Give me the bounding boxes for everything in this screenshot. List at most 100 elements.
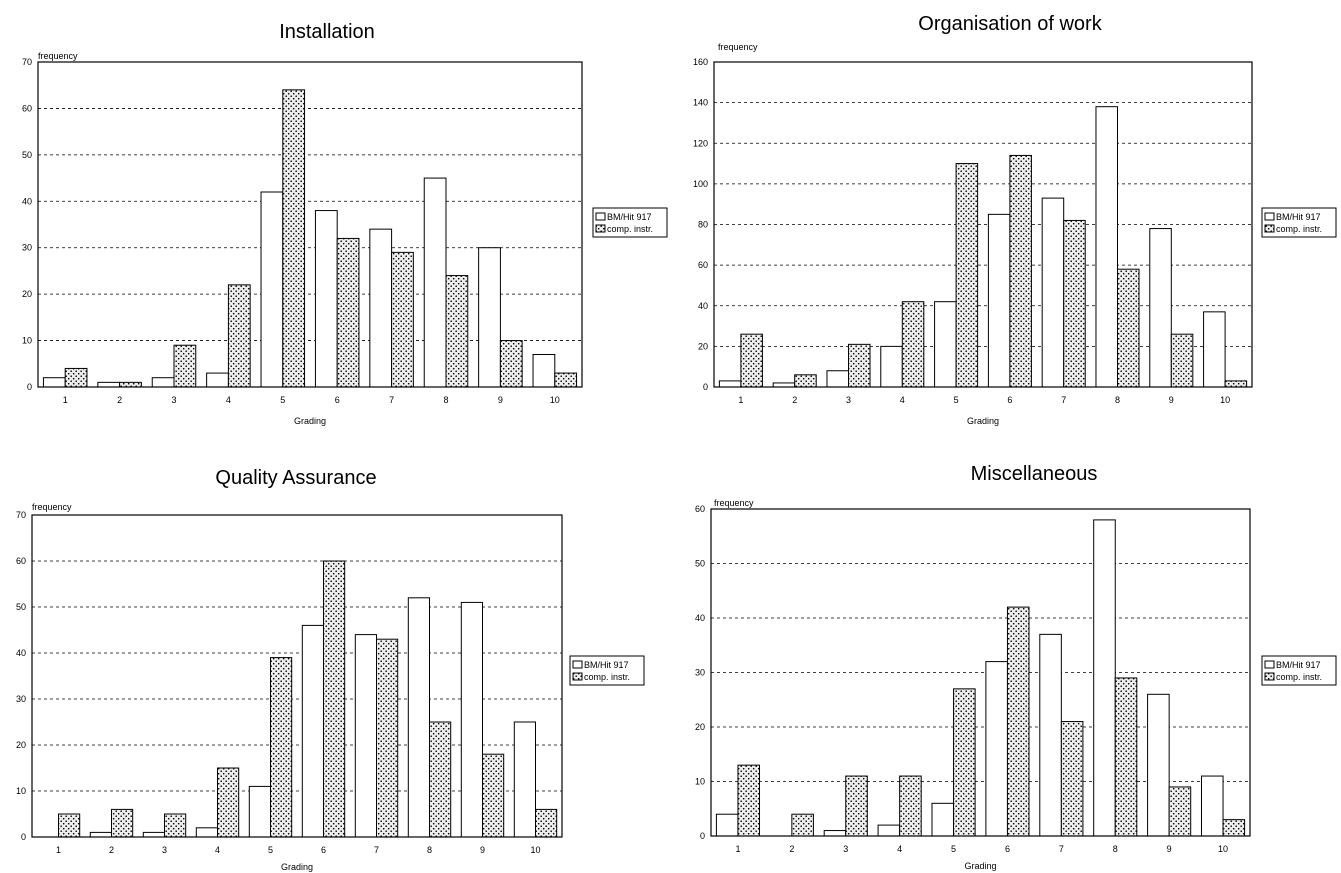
- bar-bm-hit-917: [97, 381, 121, 388]
- legend-label: BM/Hit 917: [607, 212, 652, 222]
- bar-comp-instr: [845, 775, 868, 837]
- bar-comp-instr: [482, 753, 505, 838]
- bar-bm-hit-917: [407, 597, 430, 838]
- legend-label: BM/Hit 917: [584, 660, 629, 670]
- bar-comp-instr: [1117, 268, 1140, 388]
- y-tick-label: 10: [16, 786, 26, 796]
- bar-comp-instr: [64, 367, 88, 388]
- bar-bm-hit-917: [880, 345, 903, 388]
- bar-comp-instr: [1224, 380, 1248, 388]
- bar-bm-hit-917: [718, 380, 742, 388]
- x-tick-label: 3: [162, 845, 167, 855]
- y-tick-label: 0: [27, 382, 32, 392]
- x-tick-label: 7: [374, 845, 379, 855]
- y-tick-label: 0: [700, 831, 705, 841]
- bar-bm-hit-917: [1041, 197, 1065, 388]
- bar-bm-hit-917: [89, 831, 113, 838]
- x-tick-label: 1: [735, 844, 740, 854]
- bar-bm-hit-917: [369, 228, 393, 388]
- x-tick-label: 9: [1169, 395, 1174, 405]
- y-tick-label: 120: [693, 138, 708, 148]
- bar-comp-instr: [58, 813, 81, 838]
- bar-bm-hit-917: [931, 802, 955, 837]
- bar-bm-hit-917: [513, 721, 536, 838]
- bar-bm-hit-917: [260, 191, 284, 388]
- y-tick-label: 40: [22, 196, 32, 206]
- bar-bm-hit-917: [532, 354, 556, 388]
- bar-comp-instr: [445, 275, 469, 388]
- y-tick-label: 30: [16, 694, 26, 704]
- y-tick-label: 20: [698, 341, 708, 351]
- y-tick-label: 10: [22, 336, 32, 346]
- bar-comp-instr: [499, 340, 523, 388]
- bar-bm-hit-917: [826, 370, 849, 388]
- x-tick-label: 5: [951, 844, 956, 854]
- bar-comp-instr: [217, 767, 240, 838]
- x-tick-label: 7: [389, 395, 394, 405]
- chart-title: Organisation of work: [918, 13, 1102, 35]
- legend-swatch: [1264, 672, 1275, 681]
- bar-comp-instr: [554, 372, 578, 388]
- y-tick-label: 10: [695, 777, 705, 787]
- x-tick-label: 10: [530, 845, 540, 855]
- x-tick-label: 1: [56, 845, 61, 855]
- y-tick-label: 40: [695, 613, 705, 623]
- bar-bm-hit-917: [1203, 311, 1226, 388]
- y-tick-label: 160: [693, 57, 708, 67]
- plot-frame: [710, 508, 1251, 837]
- y-tick-label: 0: [21, 832, 26, 842]
- bar-comp-instr: [1009, 154, 1032, 388]
- bar-bm-hit-917: [142, 831, 166, 838]
- x-tick-label: 10: [1220, 395, 1230, 405]
- x-tick-label: 1: [63, 395, 68, 405]
- x-tick-label: 5: [268, 845, 273, 855]
- chart-panel-1: Installation frequency 0 10 20 30 40 50 60 70 1 2 3 4…: [22, 21, 668, 426]
- x-tick-label: 8: [1113, 844, 1118, 854]
- legend-swatch: [1264, 224, 1275, 233]
- bar-bm-hit-917: [934, 301, 957, 388]
- y-tick-label: 20: [695, 722, 705, 732]
- x-tick-label: 6: [1005, 844, 1010, 854]
- chart-panel-2: Organisation of work frequency 0 20 40 60 80 10…: [693, 13, 1337, 426]
- x-tick-label: 2: [109, 845, 114, 855]
- x-tick-label: 4: [215, 845, 220, 855]
- x-tick-label: 8: [443, 395, 448, 405]
- bar-comp-instr: [1006, 606, 1030, 837]
- bar-bm-hit-917: [823, 830, 847, 837]
- x-axis-label: Grading: [281, 862, 313, 872]
- legend-swatch: [595, 224, 606, 233]
- x-axis-label: Grading: [294, 416, 326, 426]
- y-tick-label: 20: [22, 289, 32, 299]
- y-tick-label: 50: [16, 602, 26, 612]
- bar-comp-instr: [1222, 819, 1246, 837]
- y-tick-label: 30: [695, 668, 705, 678]
- bar-comp-instr: [336, 237, 360, 388]
- x-axis-label: Grading: [964, 861, 996, 871]
- bar-comp-instr: [173, 344, 197, 388]
- bar-bm-hit-917: [877, 824, 901, 837]
- chart-panel-4: Miscellaneous frequency 0 10 20 30 40 50 60 1 2 3 4 5…: [695, 463, 1337, 871]
- x-tick-label: 4: [226, 395, 231, 405]
- y-tick-label: 30: [22, 243, 32, 253]
- plot-frame: [713, 61, 1253, 388]
- bar-bm-hit-917: [1200, 775, 1224, 837]
- bar-comp-instr: [791, 813, 814, 837]
- bar-comp-instr: [391, 251, 414, 388]
- bar-comp-instr: [848, 343, 871, 388]
- x-tick-label: 8: [427, 845, 432, 855]
- bar-comp-instr: [899, 775, 922, 837]
- x-tick-label: 3: [171, 395, 176, 405]
- bar-bm-hit-917: [354, 634, 377, 838]
- legend-label: comp. instr.: [607, 224, 653, 234]
- y-tick-label: 80: [698, 220, 708, 230]
- x-tick-label: 6: [321, 845, 326, 855]
- x-tick-label: 2: [792, 395, 797, 405]
- y-axis-label: frequency: [38, 51, 78, 61]
- chart-title: Miscellaneous: [971, 463, 1098, 485]
- bar-bm-hit-917: [987, 213, 1011, 388]
- bar-comp-instr: [535, 808, 558, 838]
- y-tick-label: 140: [693, 98, 708, 108]
- x-tick-label: 8: [1115, 395, 1120, 405]
- y-tick-label: 60: [16, 556, 26, 566]
